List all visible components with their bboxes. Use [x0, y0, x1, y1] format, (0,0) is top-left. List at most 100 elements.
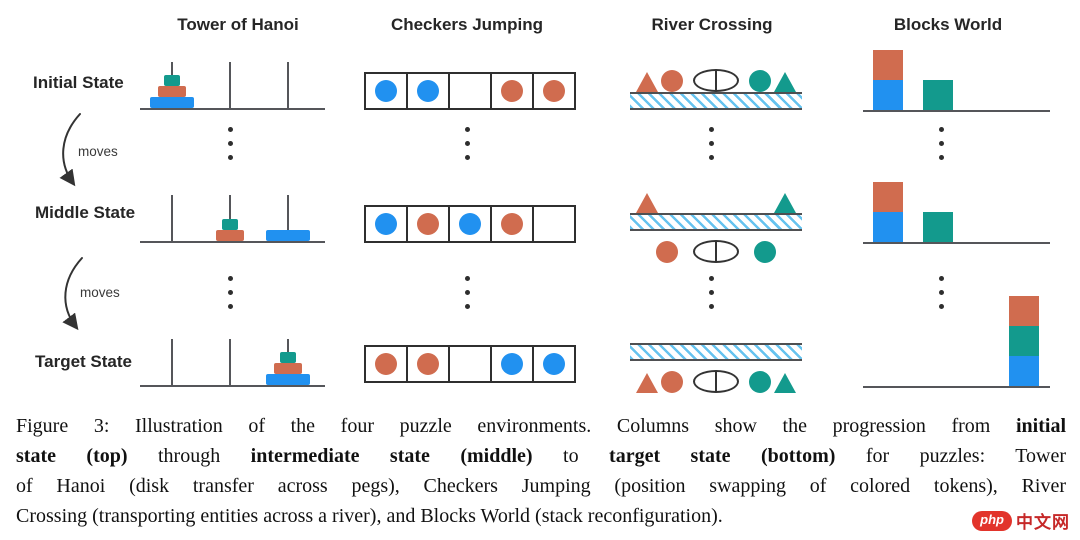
hanoi-disk-orange [158, 86, 186, 97]
blocks-base-line [863, 386, 1050, 388]
river-agent-group [636, 70, 683, 92]
hanoi-base-line [140, 385, 325, 387]
river-agent-group [749, 371, 796, 393]
checkers-cell-square [448, 205, 492, 243]
river-agent-group [636, 371, 683, 393]
blocks-base-line [863, 110, 1050, 112]
hanoi-middle-state [140, 191, 325, 243]
ellipsis-dots [939, 127, 944, 160]
checkers-cell-square [364, 205, 408, 243]
row-label-middle-state: Middle State [35, 203, 136, 222]
hanoi-peg [287, 62, 289, 108]
triangle-orange-icon [636, 193, 658, 213]
blocks-base-line [863, 242, 1050, 244]
ellipsis-dots [709, 276, 714, 309]
river-water-band [630, 213, 802, 231]
circle-orange-icon [661, 371, 683, 393]
checkers-token-orange [501, 213, 523, 235]
checkers-cell-square [448, 345, 492, 383]
checkers-cell-square [490, 345, 534, 383]
hanoi-disk-teal [164, 75, 180, 86]
circle-teal-icon [754, 241, 776, 263]
checkers-token-orange [417, 213, 439, 235]
watermark-php-logo: php [972, 510, 1012, 531]
hanoi-base-line [140, 241, 325, 243]
checkers-cell-square [532, 205, 576, 243]
checkers-cell-square [406, 72, 450, 110]
hanoi-peg [229, 195, 231, 241]
triangle-teal-icon [774, 72, 796, 92]
figure-caption: Figure 3: Illustration of the four puzzl… [16, 411, 1066, 531]
hanoi-disk-blue [150, 97, 194, 108]
hanoi-disk-blue [266, 230, 310, 241]
caption-text: to [532, 445, 610, 467]
ellipsis-dots [465, 127, 470, 160]
checkers-token-blue [543, 353, 565, 375]
circle-orange-icon [656, 241, 678, 263]
hanoi-peg [171, 195, 173, 241]
block-teal [923, 80, 953, 110]
checkers-middle-state [364, 205, 576, 243]
checkers-cell-square [490, 72, 534, 110]
river-agent-group [693, 69, 739, 92]
checkers-cell-square [532, 72, 576, 110]
hanoi-base-line [140, 108, 325, 110]
river-agents-row [630, 66, 802, 92]
checkers-token-blue [375, 213, 397, 235]
caption-text: of Hanoi (disk transfer across pegs), Ch… [16, 475, 1066, 497]
watermark-text: 中文网 [1016, 513, 1070, 532]
caption-bold-text: intermediate state (middle) [250, 445, 533, 467]
checkers-cell-square [364, 72, 408, 110]
boat-divider [715, 242, 717, 261]
blocks-target-state [863, 296, 1050, 388]
caption-line: of Hanoi (disk transfer across pegs), Ch… [16, 471, 1066, 501]
block-orange [1009, 296, 1039, 326]
river-initial-state [630, 66, 802, 110]
river-agent-group [693, 240, 739, 263]
block-teal [923, 212, 953, 242]
river-agent-group [749, 70, 796, 92]
caption-line: state (top) through intermediate state (… [16, 441, 1066, 471]
ellipsis-dots [228, 127, 233, 160]
block-blue [873, 80, 903, 110]
checkers-token-orange [543, 80, 565, 102]
river-agents-row [630, 367, 802, 393]
boat-icon [693, 240, 739, 263]
checkers-token-orange [375, 353, 397, 375]
hanoi-peg [287, 195, 289, 241]
row-label-target-state: Target State [35, 352, 132, 371]
blocks-initial-state [863, 50, 1050, 112]
column-header-checkers-jumping: Checkers Jumping [390, 15, 544, 34]
caption-bold-text: state (top) [16, 445, 128, 467]
hanoi-disk-teal [280, 352, 296, 363]
moves-label-bottom: moves [80, 285, 120, 300]
caption-text: for puzzles: Tower [835, 445, 1067, 467]
watermark: php 中文网 [972, 508, 1070, 533]
checkers-token-blue [501, 353, 523, 375]
boat-icon [693, 370, 739, 393]
hanoi-peg [229, 62, 231, 108]
ellipsis-dots [709, 127, 714, 160]
river-agents-row [630, 237, 802, 263]
circle-teal-icon [749, 371, 771, 393]
hanoi-disk-teal [222, 219, 238, 230]
caption-text: through [127, 445, 251, 467]
river-agents-row [630, 187, 802, 213]
triangle-teal-icon [774, 193, 796, 213]
checkers-token-blue [459, 213, 481, 235]
checkers-token-orange [417, 353, 439, 375]
boat-icon [693, 69, 739, 92]
checkers-target-state [364, 345, 576, 383]
checkers-token-blue [417, 80, 439, 102]
river-agent-group [693, 370, 739, 393]
hanoi-disk-orange [216, 230, 244, 241]
caption-bold-text: target state (bottom) [609, 445, 836, 467]
block-orange [873, 50, 903, 80]
blocks-middle-state [863, 182, 1050, 244]
circle-orange-icon [661, 70, 683, 92]
river-water-band [630, 343, 802, 361]
triangle-teal-icon [774, 373, 796, 393]
boat-divider [715, 71, 717, 90]
hanoi-peg [229, 339, 231, 385]
